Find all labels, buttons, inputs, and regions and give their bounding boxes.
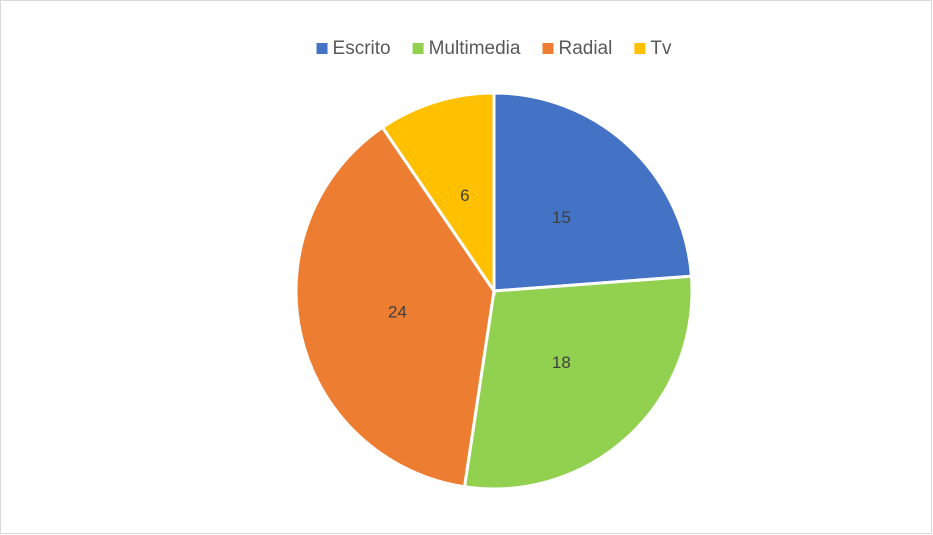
legend-marker (634, 43, 646, 54)
pie-slice (492, 91, 694, 293)
pie-slice (462, 274, 694, 491)
legend-marker (412, 43, 424, 54)
data-label: 18 (552, 353, 571, 372)
data-label: 6 (460, 186, 469, 205)
legend-text: Multimedia (429, 38, 521, 59)
legend-text: Escrito (333, 38, 391, 59)
pie-slice (380, 91, 496, 296)
legend-text: Radial (558, 38, 612, 59)
legend-marker (316, 43, 328, 54)
pie-slice (294, 125, 496, 489)
data-label: 24 (388, 303, 407, 322)
data-label: 15 (552, 208, 571, 227)
legend-marker (542, 43, 554, 54)
legend-text: Tv (650, 38, 672, 59)
